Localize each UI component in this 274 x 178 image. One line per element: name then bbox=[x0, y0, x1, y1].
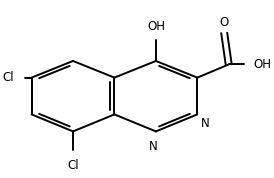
Text: N: N bbox=[201, 117, 210, 130]
Text: Cl: Cl bbox=[67, 159, 79, 172]
Text: N: N bbox=[149, 140, 158, 153]
Text: OH: OH bbox=[147, 20, 165, 33]
Text: OH: OH bbox=[254, 58, 272, 71]
Text: Cl: Cl bbox=[2, 71, 14, 84]
Text: O: O bbox=[219, 16, 229, 29]
